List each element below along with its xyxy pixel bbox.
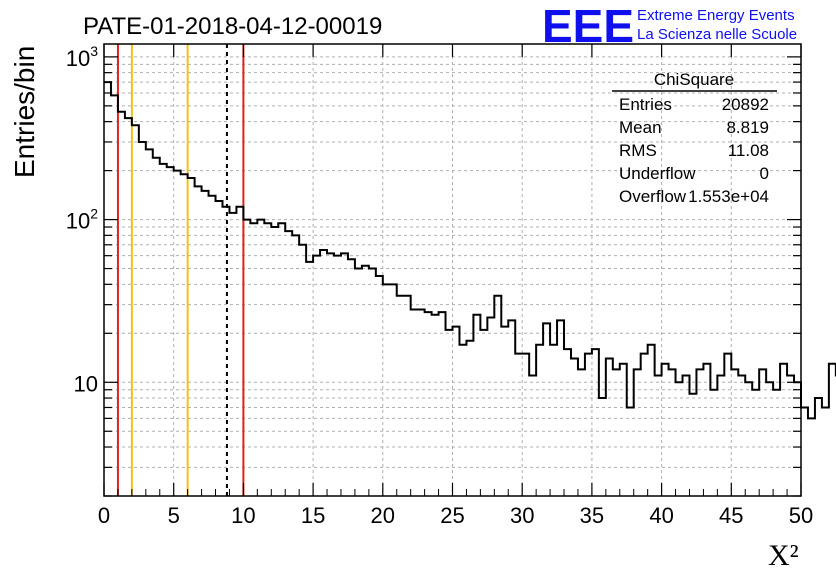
x-tick-label: 30 <box>510 503 534 528</box>
x-tick-label: 0 <box>98 503 110 528</box>
x-axis-label: X² <box>768 539 799 572</box>
x-tick-label: 35 <box>580 503 604 528</box>
stat-label: RMS <box>619 141 657 160</box>
stat-value: 0 <box>760 164 769 183</box>
logo-line-1: Extreme Energy Events <box>637 7 795 24</box>
y-tick-label: 103 <box>66 43 98 71</box>
y-tick-label: 102 <box>66 206 98 234</box>
stat-value: 8.819 <box>726 118 769 137</box>
stat-label: Mean <box>619 118 662 137</box>
y-tick-exponent: 3 <box>90 43 98 59</box>
stats-title: ChiSquare <box>654 70 734 89</box>
run-label: PATE-01-2018-04-12-00019 <box>83 13 382 40</box>
x-tick-label: 45 <box>719 503 743 528</box>
x-tick-label: 50 <box>789 503 813 528</box>
x-tick-label: 40 <box>649 503 673 528</box>
x-tick-label: 10 <box>231 503 255 528</box>
x-tick-label: 15 <box>301 503 325 528</box>
y-tick-label: 10 <box>74 371 98 396</box>
marker-lines <box>116 44 245 496</box>
stat-value: 20892 <box>722 95 769 114</box>
y-tick-exponent: 2 <box>90 206 98 222</box>
grid-lines <box>104 44 801 496</box>
x-tick-label: 20 <box>371 503 395 528</box>
y-axis-ticks: 10 102 103 <box>66 43 801 497</box>
stat-label: Underflow <box>619 164 696 183</box>
stat-label: Entries <box>619 95 672 114</box>
stat-value: 11.08 <box>728 141 769 160</box>
stat-label: Overflow <box>619 187 687 206</box>
stat-value: 1.553e+04 <box>688 187 769 206</box>
x-tick-label: 25 <box>440 503 464 528</box>
x-tick-label: 5 <box>168 503 180 528</box>
x-axis-ticks: 0 5 10 15 20 25 30 35 40 45 50 <box>98 44 813 528</box>
y-axis-label: Entries/bin <box>9 46 40 178</box>
stats-box: ChiSquare Entries 20892 Mean 8.819 RMS 11.08 U… <box>612 70 777 206</box>
logo-line-2: La Scienza nelle Scuole <box>637 26 797 43</box>
